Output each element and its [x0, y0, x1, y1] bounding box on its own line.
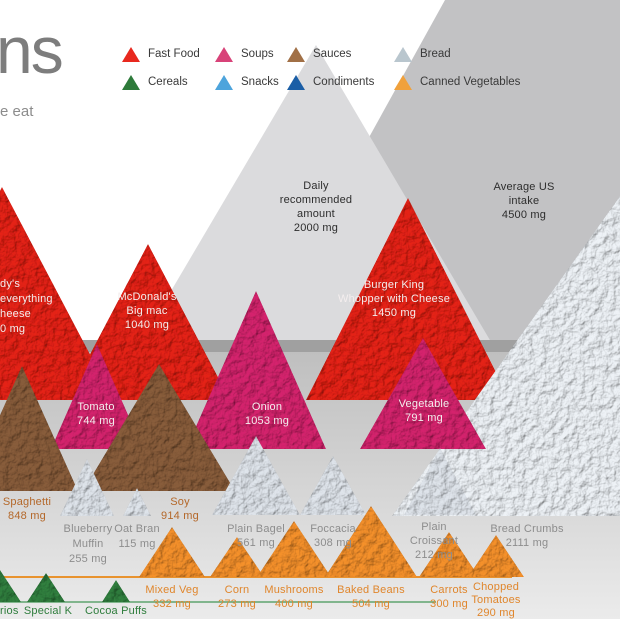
- cereals-triangle-icon: [122, 75, 140, 90]
- legend-label: Canned Vegetables: [420, 76, 521, 88]
- cereal-cropped-triangle: [0, 570, 21, 602]
- mcdonalds-big-mac-triangle: [66, 244, 230, 400]
- snacks-triangle-icon: [215, 75, 233, 90]
- cocoa-puffs-triangle: [102, 580, 130, 602]
- legend-label: Snacks: [241, 76, 279, 88]
- canned-vegetables-triangle-icon: [394, 75, 412, 90]
- bread-triangle-icon: [394, 47, 412, 62]
- chopped-tomatoes-triangle: [468, 535, 524, 577]
- page-title-fragment: ns: [0, 13, 64, 87]
- baked-beans-triangle: [325, 506, 417, 577]
- plain-bagel-triangle: [212, 436, 300, 515]
- legend-label: Cereals: [148, 76, 188, 88]
- page-subtitle-fragment: e eat: [0, 103, 34, 120]
- foccacia-triangle: [300, 456, 366, 515]
- onion-soup-triangle: [186, 291, 326, 449]
- soy-sauce-triangle: [83, 364, 235, 491]
- spaghetti-sauce-triangle: [0, 366, 78, 491]
- legend-label: Condiments: [313, 76, 375, 88]
- blueberry-muffin-triangle: [60, 459, 114, 516]
- corn-triangle: [210, 537, 264, 577]
- carrots-triangle: [419, 532, 479, 577]
- sauces-triangle-icon: [287, 47, 305, 62]
- legend-label: Soups: [241, 48, 274, 60]
- wendys-triangle: [0, 187, 114, 400]
- oat-bran-triangle: [123, 488, 151, 516]
- special-k-triangle: [27, 573, 65, 602]
- burger-king-whopper-triangle: [306, 198, 510, 400]
- legend-label: Fast Food: [148, 48, 200, 60]
- condiments-triangle-icon: [287, 75, 305, 90]
- legend-label: Bread: [420, 48, 451, 60]
- mixed-veg-triangle: [139, 527, 205, 577]
- plain-croissant-triangle: [404, 448, 476, 515]
- soups-triangle-icon: [215, 47, 233, 62]
- legend-label: Sauces: [313, 48, 352, 60]
- vegetable-soup-triangle: [360, 338, 486, 449]
- mushrooms-triangle: [257, 521, 331, 577]
- fast-food-triangle-icon: [122, 47, 140, 62]
- tomato-soup-triangle: [51, 344, 143, 449]
